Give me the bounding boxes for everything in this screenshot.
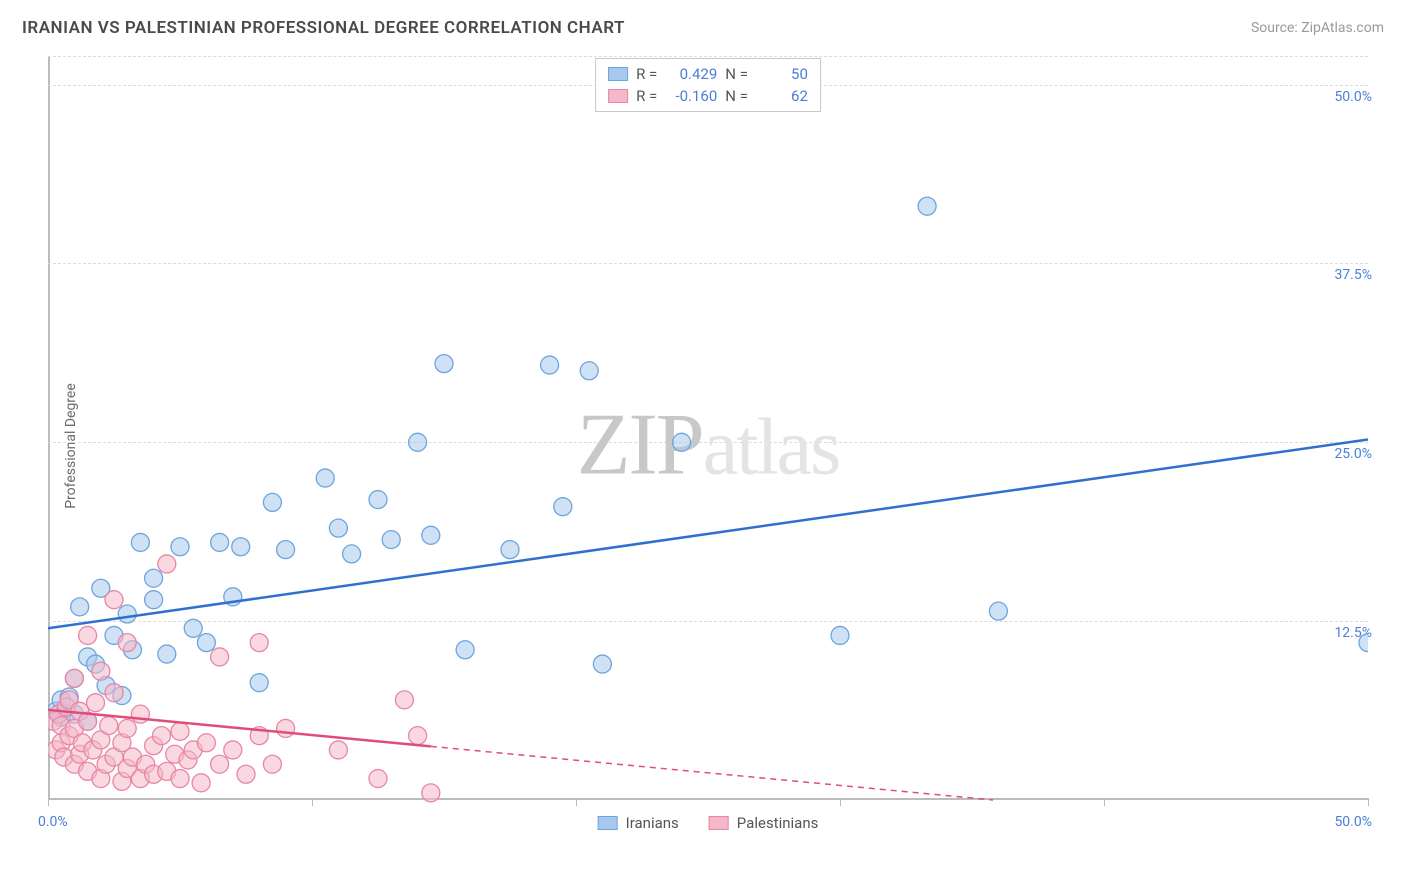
scatter-point (382, 531, 400, 549)
scatter-point (831, 626, 849, 644)
scatter-point (118, 719, 136, 737)
scatter-point (118, 605, 136, 623)
scatter-point (329, 519, 347, 537)
scatter-point (232, 538, 250, 556)
scatter-point (343, 545, 361, 563)
scatter-point (409, 727, 427, 745)
scatter-point (211, 533, 229, 551)
chart-title: IRANIAN VS PALESTINIAN PROFESSIONAL DEGR… (22, 18, 625, 38)
scatter-point (422, 784, 440, 802)
scatter-point (158, 645, 176, 663)
legend-swatch-iranians (608, 67, 628, 81)
legend-swatch-palestinians (608, 89, 628, 103)
scatter-point (145, 569, 163, 587)
scatter-point (100, 717, 118, 735)
scatter-point (263, 493, 281, 511)
scatter-point (211, 648, 229, 666)
trend-line-extrapolated (431, 746, 993, 800)
scatter-point (118, 634, 136, 652)
legend-n-label: N = (725, 65, 748, 83)
trend-line (48, 439, 1368, 628)
scatter-point (541, 356, 559, 374)
scatter-point (71, 598, 89, 616)
scatter-point (329, 741, 347, 759)
source-attribution: Source: ZipAtlas.com (1251, 20, 1384, 36)
legend-row-palestinians: R = -0.160 N = 62 (608, 85, 808, 107)
scatter-point (105, 591, 123, 609)
scatter-point (918, 197, 936, 215)
scatter-point (131, 533, 149, 551)
scatter-point (158, 555, 176, 573)
scatter-point (316, 469, 334, 487)
x-tick-mark (1368, 798, 1369, 806)
scatter-point (153, 727, 171, 745)
scatter-point (250, 674, 268, 692)
chart-header: IRANIAN VS PALESTINIAN PROFESSIONAL DEGR… (22, 18, 1384, 38)
scatter-plot-svg (48, 56, 1368, 834)
scatter-point (211, 755, 229, 773)
scatter-point (395, 691, 413, 709)
scatter-point (237, 765, 255, 783)
scatter-point (192, 774, 210, 792)
legend-r-label: R = (636, 65, 657, 83)
scatter-point (369, 491, 387, 509)
scatter-point (989, 602, 1007, 620)
scatter-point (79, 626, 97, 644)
scatter-point (422, 526, 440, 544)
legend-n-value-palestinians: 62 (758, 87, 808, 105)
legend-r-label: R = (636, 87, 657, 105)
scatter-point (171, 770, 189, 788)
scatter-point (171, 538, 189, 556)
scatter-point (435, 355, 453, 373)
scatter-point (554, 498, 572, 516)
scatter-point (409, 433, 427, 451)
scatter-point (501, 541, 519, 559)
legend-r-value-palestinians: -0.160 (667, 87, 717, 105)
scatter-point (105, 684, 123, 702)
scatter-point (197, 634, 215, 652)
correlation-legend: R = 0.429 N = 50 R = -0.160 N = 62 (595, 58, 821, 112)
scatter-point (65, 669, 83, 687)
legend-row-iranians: R = 0.429 N = 50 (608, 63, 808, 85)
scatter-point (92, 662, 110, 680)
scatter-point (277, 719, 295, 737)
scatter-point (145, 591, 163, 609)
scatter-point (250, 634, 268, 652)
scatter-point (456, 641, 474, 659)
scatter-point (184, 619, 202, 637)
legend-r-value-iranians: 0.429 (667, 65, 717, 83)
legend-n-value-iranians: 50 (758, 65, 808, 83)
scatter-point (277, 541, 295, 559)
scatter-point (171, 722, 189, 740)
scatter-point (197, 734, 215, 752)
chart-area: ZIPatlas 12.5%25.0%37.5%50.0% 0.0% 50.0%… (48, 56, 1368, 834)
scatter-point (369, 770, 387, 788)
scatter-point (580, 362, 598, 380)
scatter-point (673, 433, 691, 451)
scatter-point (1359, 634, 1368, 652)
scatter-point (263, 755, 281, 773)
legend-n-label: N = (725, 87, 748, 105)
scatter-point (87, 694, 105, 712)
scatter-point (593, 655, 611, 673)
scatter-point (224, 741, 242, 759)
